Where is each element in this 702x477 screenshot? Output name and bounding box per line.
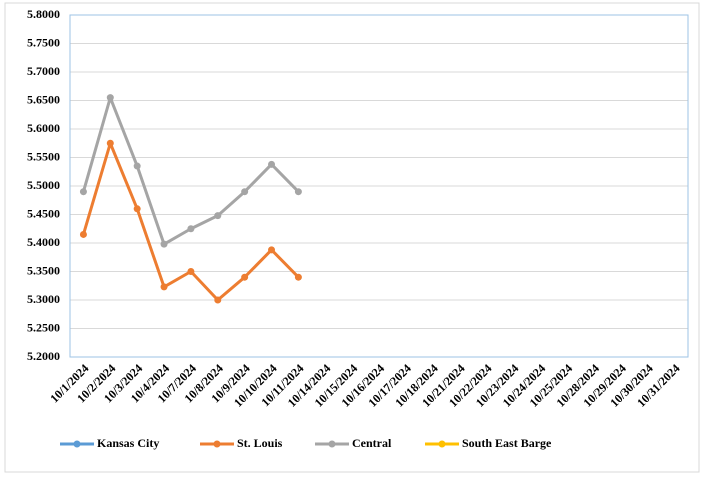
point (268, 160, 276, 168)
y-tick-label: 5.6500 (27, 92, 60, 106)
point (294, 273, 302, 281)
y-tick-label: 5.7500 (27, 35, 60, 49)
y-tick-label: 5.5500 (27, 149, 60, 163)
point (79, 188, 87, 196)
legend-marker (438, 440, 446, 448)
point (214, 212, 222, 220)
y-tick-label: 5.2500 (27, 320, 60, 334)
y-tick-label: 5.4000 (27, 235, 60, 249)
point (187, 225, 195, 233)
point (133, 162, 141, 170)
y-tick-label: 5.2000 (27, 349, 60, 363)
y-tick-label: 5.8000 (27, 7, 60, 21)
point (268, 246, 276, 254)
legend-label: Central (352, 436, 392, 450)
legend-label: South East Barge (462, 436, 552, 450)
point (160, 240, 168, 248)
point (241, 273, 249, 281)
y-tick-label: 5.3500 (27, 263, 60, 277)
point (133, 205, 141, 213)
legend-marker (328, 440, 336, 448)
legend-label: Kansas City (97, 436, 159, 450)
legend-marker (213, 440, 221, 448)
y-tick-label: 5.6000 (27, 121, 60, 135)
point (79, 230, 87, 238)
point (160, 283, 168, 291)
y-tick-label: 5.4500 (27, 206, 60, 220)
point (187, 268, 195, 275)
point (106, 94, 114, 102)
y-tick-label: 5.3000 (27, 292, 60, 306)
point (214, 296, 222, 304)
chart-frame (4, 2, 700, 473)
point (294, 188, 302, 196)
plot-border (69, 14, 689, 358)
y-tick-label: 5.5000 (27, 178, 60, 192)
legend-marker (73, 440, 81, 448)
point (241, 188, 249, 196)
legend-label: St. Louis (237, 436, 283, 450)
point (106, 139, 114, 147)
y-tick-label: 5.7000 (27, 64, 60, 78)
